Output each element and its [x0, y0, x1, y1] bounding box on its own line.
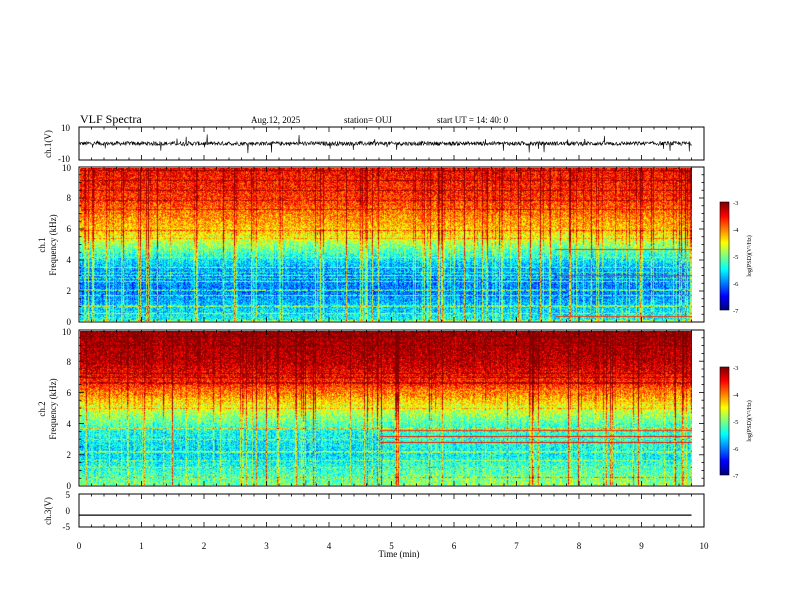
- ch1-cb-tick-m6: -6: [733, 281, 739, 288]
- ch1-channel-label: ch.1: [37, 237, 47, 252]
- time-tick-9: 9: [639, 541, 644, 551]
- ch2-freq-tick-0: 0: [67, 481, 72, 491]
- ch1-colorbar-gradient: [720, 202, 729, 310]
- ch2-cb-tick-m5: -5: [733, 419, 738, 426]
- ch1-waveform-line: [78, 134, 692, 154]
- time-tick-5: 5: [389, 541, 394, 551]
- ch1-ytick-bottom: -10: [58, 154, 70, 164]
- station-label: station= OUJ: [344, 115, 392, 125]
- ch3-ytick-top: 5: [66, 490, 71, 500]
- ch1-spectrogram-panel: 0 2 4 6 8 10 ch.1 Frequency (kHz): [37, 163, 705, 327]
- ch2-cb-tick-m7: -7: [733, 473, 739, 480]
- ch1-colorbar-frame: [719, 201, 730, 311]
- ch2-spectrogram-panel: 0 2 4 6 8 10 ch.2 Frequency (kHz): [37, 327, 705, 491]
- ch3-ytick-bottom: -5: [63, 522, 71, 532]
- ch1-spectrogram-heatmap: [80, 168, 692, 321]
- time-tick-1: 1: [139, 541, 144, 551]
- ch2-frequency-axis-label: Frequency (kHz): [48, 378, 58, 439]
- ch1-waveform-ylabel: ch.1(V): [43, 130, 53, 158]
- ch2-spectrogram-yticks: [79, 329, 704, 487]
- ch1-freq-tick-10: 10: [62, 163, 72, 173]
- ch2-cb-tick-m6: -6: [733, 446, 739, 453]
- ch2-freq-tick-4: 4: [67, 419, 72, 429]
- ch1-freq-tick-8: 8: [67, 193, 72, 203]
- ch1-ytick-top: 10: [61, 123, 71, 133]
- ch2-cb-tick-m3: -3: [733, 365, 738, 372]
- time-axis-ticks: [78, 127, 705, 527]
- time-tick-3: 3: [264, 541, 269, 551]
- figure-title: VLF Spectra: [80, 112, 142, 126]
- ch1-freq-tick-2: 2: [67, 286, 72, 296]
- ch2-colorbar-gradient: [720, 367, 729, 475]
- ch3-ytick-mid: 0: [66, 506, 71, 516]
- ch2-colorbar: -3 -4 -5 -6 -7 log(PSD)(V²/Hz): [719, 365, 753, 480]
- ch1-frequency-axis-label: Frequency (kHz): [48, 214, 58, 275]
- ch1-waveform-panel: 10 -10 ch.1(V): [43, 123, 705, 164]
- ch2-spectrogram-heatmap: [80, 331, 692, 485]
- time-tick-10: 10: [700, 541, 710, 551]
- time-tick-2: 2: [202, 541, 207, 551]
- ch3-waveform-panel: 5 0 -5 ch.3(V): [43, 490, 705, 532]
- ch1-cb-tick-m4: -4: [733, 227, 739, 234]
- time-tick-7: 7: [514, 541, 519, 551]
- ch1-freq-tick-0: 0: [67, 317, 72, 327]
- ch1-cb-tick-m7: -7: [733, 308, 739, 315]
- ch1-colorbar-label: log(PSD)(V²/Hz): [746, 235, 753, 276]
- ch2-freq-tick-2: 2: [67, 450, 72, 460]
- time-tick-0: 0: [77, 541, 82, 551]
- time-axis-labels: 0 1 2 3 4 5 6 7 8 9 10: [77, 541, 709, 551]
- time-tick-8: 8: [577, 541, 582, 551]
- ch1-spectrogram-image-wrap: [80, 168, 692, 321]
- time-tick-6: 6: [452, 541, 457, 551]
- ch2-colorbar-frame: [719, 366, 730, 476]
- ch2-colorbar-label: log(PSD)(V²/Hz): [746, 400, 753, 441]
- ch1-colorbar-image-wrap: [720, 202, 729, 310]
- ch2-colorbar-image-wrap: [720, 367, 729, 475]
- start-time-label: start UT = 14: 40: 0: [437, 115, 509, 125]
- ch2-channel-label: ch.2: [37, 401, 47, 416]
- ch2-cb-tick-m4: -4: [733, 392, 739, 399]
- ch3-waveform-ylabel: ch.3(V): [43, 497, 53, 525]
- ch1-cb-tick-m3: -3: [733, 200, 738, 207]
- ch1-colorbar: -3 -4 -5 -6 -7 log(PSD)(V²/Hz): [719, 200, 753, 315]
- time-tick-4: 4: [327, 541, 332, 551]
- ch1-freq-tick-4: 4: [67, 255, 72, 265]
- ch2-freq-tick-8: 8: [67, 357, 72, 367]
- ch1-freq-tick-6: 6: [67, 224, 72, 234]
- ch2-spectrogram-image-wrap: [80, 331, 692, 485]
- ch1-cb-tick-m5: -5: [733, 254, 738, 261]
- ch2-freq-tick-6: 6: [67, 388, 72, 398]
- time-axis-label: Time (min): [379, 549, 420, 559]
- date-label: Aug.12, 2025: [251, 115, 301, 125]
- ch2-freq-tick-10: 10: [62, 327, 72, 337]
- ch1-spectrogram-yticks: [79, 166, 704, 323]
